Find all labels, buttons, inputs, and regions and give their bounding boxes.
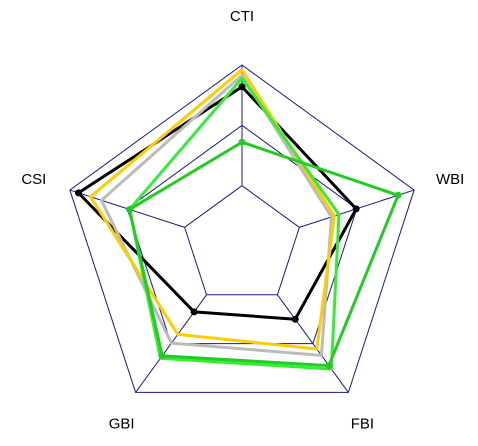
series-line (128, 140, 400, 368)
grid-ring (184, 185, 300, 296)
axis-label: WBI (436, 171, 464, 188)
series-point (74, 189, 82, 197)
series-line (76, 85, 358, 321)
series-point (325, 362, 333, 370)
series-point (126, 205, 134, 213)
axis-label: GBI (109, 415, 135, 432)
series-line (128, 76, 341, 371)
grid-ring (126, 124, 358, 345)
series-point (158, 352, 166, 360)
series-point (394, 191, 402, 199)
axis-label: CTI (230, 8, 254, 25)
spoke (277, 294, 349, 393)
series-line (89, 68, 336, 351)
series-line (99, 73, 334, 357)
series-point (352, 205, 360, 213)
series-point (238, 138, 246, 146)
series-point (238, 83, 246, 91)
series-point (291, 315, 299, 323)
axis-label: FBI (351, 415, 374, 432)
axis-label: CSI (21, 171, 46, 188)
series-point (190, 308, 198, 316)
grid-ring (69, 64, 415, 393)
